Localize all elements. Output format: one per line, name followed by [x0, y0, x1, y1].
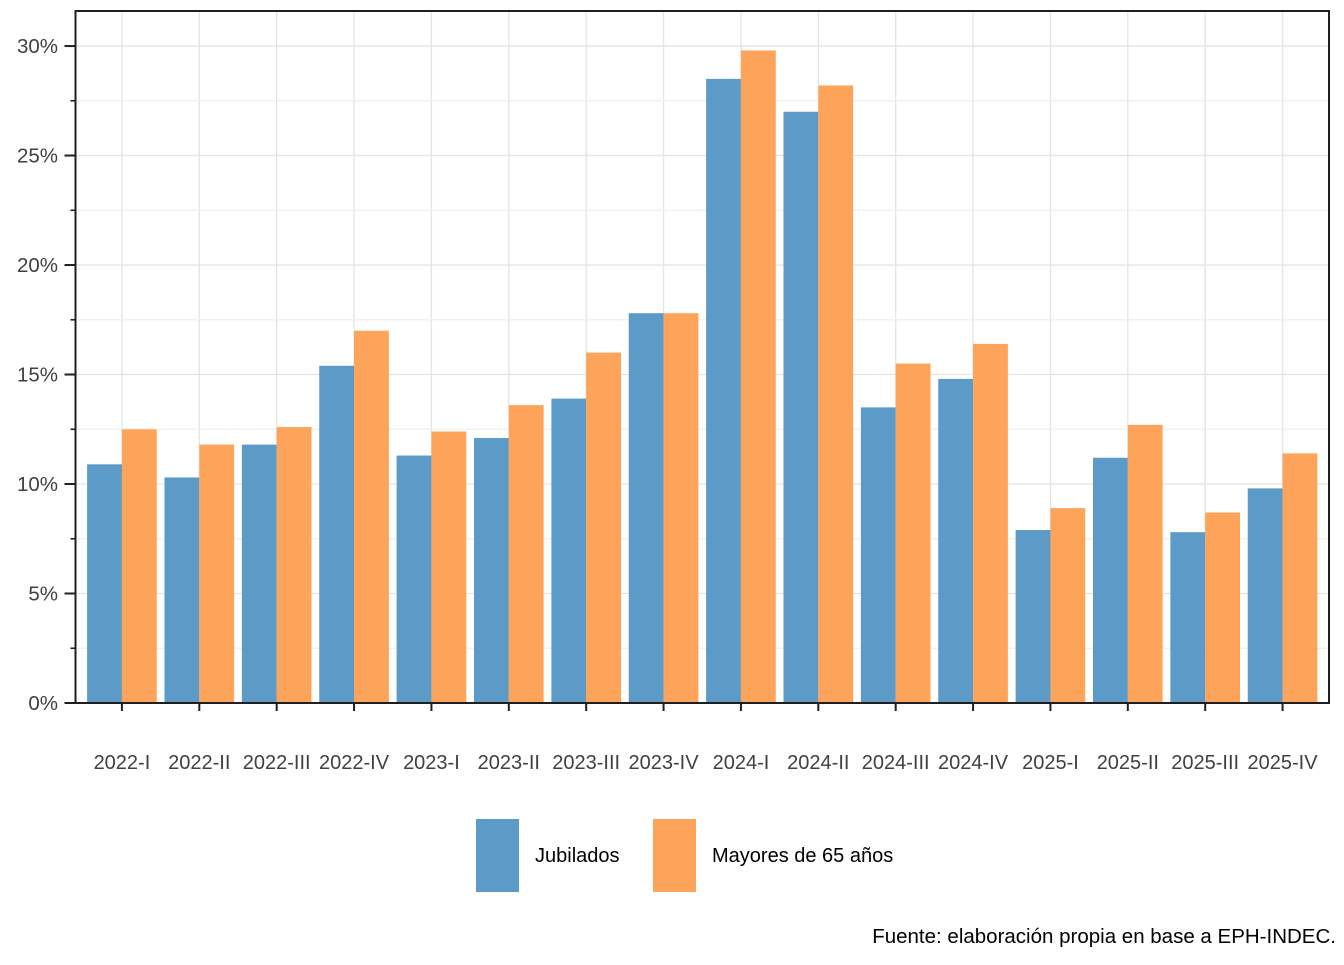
- bar-mayores-de-65-a-os-2022-IV: [354, 330, 389, 703]
- bar-mayores-de-65-a-os-2023-IV: [663, 313, 699, 703]
- bar-mayores-de-65-a-os-2025-I: [1050, 508, 1086, 703]
- bar-mayores-de-65-a-os-2025-III: [1205, 512, 1241, 703]
- bar-jubilados-2024-I: [706, 78, 741, 703]
- bar-mayores-de-65-a-os-2024-I: [740, 50, 776, 703]
- bar-jubilados-2022-I: [87, 464, 122, 703]
- bar-mayores-de-65-a-os-2025-II: [1127, 424, 1163, 703]
- bar-jubilados-2024-II: [783, 111, 819, 703]
- y-tick-label-20: 20%: [17, 254, 58, 277]
- panel-border: [74, 10, 1330, 704]
- y-tick-label-25: 25%: [17, 145, 58, 168]
- bar-mayores-de-65-a-os-2024-II: [818, 85, 854, 704]
- legend-swatch-jubilados: [476, 819, 519, 892]
- x-tick-label-2025-III: 2025-III: [1171, 752, 1239, 774]
- x-tick-label-2025-I: 2025-I: [1022, 752, 1079, 774]
- source-caption: Fuente: elaboración propia en base a EPH…: [872, 925, 1336, 948]
- bar-jubilados-2023-III: [551, 398, 587, 703]
- x-tick-label-2025-IV: 2025-IV: [1248, 752, 1319, 774]
- bar-jubilados-2023-IV: [628, 313, 664, 703]
- y-tick-label-30: 30%: [17, 35, 58, 58]
- bar-jubilados-2022-IV: [319, 365, 355, 703]
- y-tick-label-10: 10%: [17, 473, 58, 496]
- bar-jubilados-2025-III: [1170, 532, 1206, 703]
- legend: Jubilados Mayores de 65 años: [476, 819, 893, 892]
- legend-swatch-mayores-65: [653, 819, 696, 892]
- bar-jubilados-2025-II: [1093, 457, 1128, 703]
- bar-mayores-de-65-a-os-2023-I: [431, 431, 467, 703]
- x-tick-label-2023-III: 2023-III: [552, 752, 620, 774]
- bar-jubilados-2024-IV: [938, 378, 974, 703]
- x-tick-label-2022-IV: 2022-IV: [319, 752, 390, 774]
- bar-jubilados-2023-II: [473, 438, 509, 703]
- legend-label-jubilados: Jubilados: [535, 845, 620, 867]
- x-tick-label-2022-I: 2022-I: [94, 752, 151, 774]
- bar-mayores-de-65-a-os-2022-I: [121, 429, 157, 703]
- x-tick-label-2022-II: 2022-II: [168, 752, 230, 774]
- bars: [87, 50, 1318, 704]
- bar-jubilados-2025-IV: [1247, 488, 1283, 703]
- bar-jubilados-2023-I: [396, 455, 432, 703]
- x-tick-label-2024-IV: 2024-IV: [938, 752, 1009, 774]
- x-tick-label-2024-II: 2024-II: [787, 752, 849, 774]
- y-tick-label-15: 15%: [17, 364, 58, 387]
- bar-mayores-de-65-a-os-2025-IV: [1282, 453, 1318, 703]
- y-tick-label-5: 5%: [28, 583, 58, 606]
- bar-jubilados-2022-II: [164, 477, 200, 703]
- bar-mayores-de-65-a-os-2024-III: [895, 363, 931, 703]
- x-tick-label-2024-III: 2024-III: [862, 752, 930, 774]
- x-tick-label-2023-I: 2023-I: [403, 752, 460, 774]
- bar-jubilados-2025-I: [1015, 530, 1051, 703]
- axes: 0% 5% 10% 15% 20% 25% 30% 2022-I 2022-II 2022-III…: [17, 35, 1318, 774]
- x-tick-label-2023-II: 2023-II: [478, 752, 540, 774]
- y-tick-label-0: 0%: [28, 692, 58, 715]
- x-tick-label-2025-II: 2025-II: [1097, 752, 1159, 774]
- bar-mayores-de-65-a-os-2023-II: [508, 405, 544, 703]
- bar-jubilados-2024-III: [860, 407, 896, 703]
- legend-label-mayores-65: Mayores de 65 años: [712, 845, 893, 867]
- bar-mayores-de-65-a-os-2022-III: [276, 427, 312, 703]
- bar-mayores-de-65-a-os-2024-IV: [973, 343, 1008, 703]
- x-tick-label-2022-III: 2022-III: [243, 752, 311, 774]
- x-tick-label-2024-I: 2024-I: [713, 752, 770, 774]
- bar-mayores-de-65-a-os-2023-III: [586, 352, 622, 703]
- bar-jubilados-2022-III: [241, 444, 277, 703]
- bar-mayores-de-65-a-os-2022-II: [199, 444, 235, 703]
- x-tick-label-2023-IV: 2023-IV: [629, 752, 700, 774]
